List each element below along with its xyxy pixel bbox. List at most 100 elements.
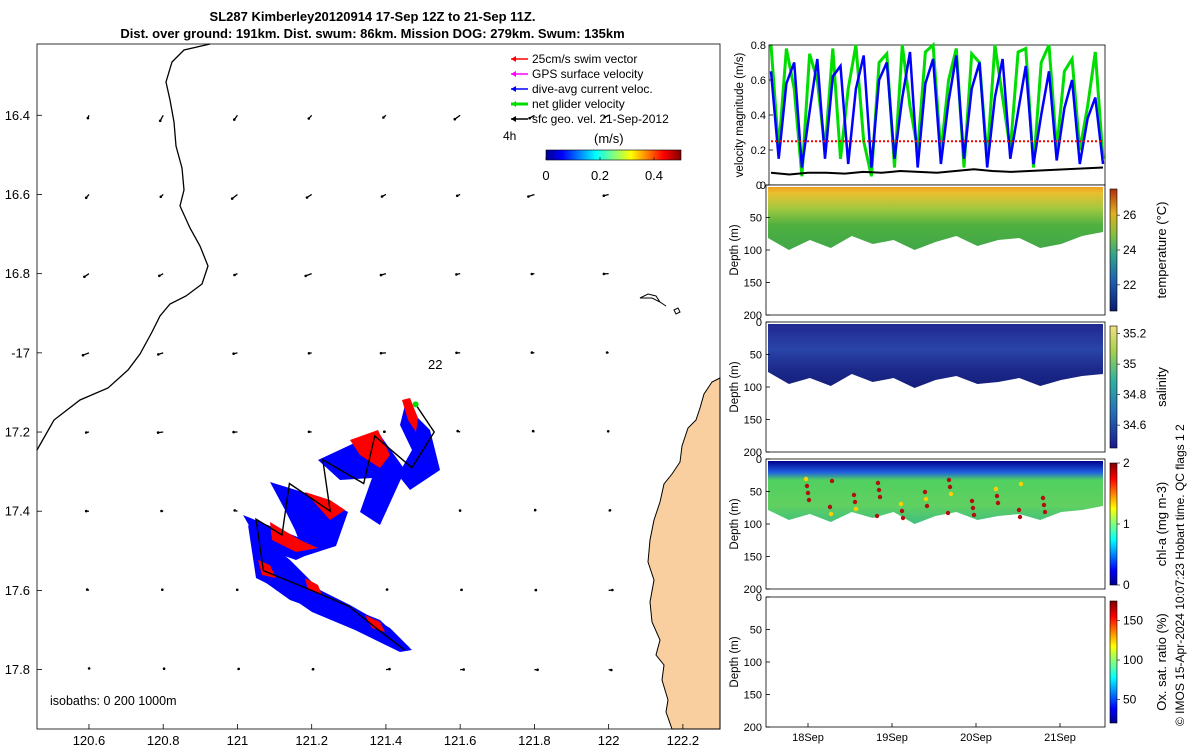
depth-tick-label: 0 [756,454,762,466]
velocity-y-tick-label: 0.6 [751,75,766,87]
geo-velocity-arrowhead [161,588,164,591]
geo-velocity-arrowhead [453,117,457,121]
chl-high-value-dot [993,486,999,492]
geo-velocity-arrowhead [382,116,385,119]
legend-arrowhead [511,86,516,92]
depth-tick-label: 150 [744,278,762,290]
geo-velocity-arrowhead [162,667,166,670]
map-x-tick-label: 120.6 [73,733,106,748]
chl-high-value-dot [803,476,809,482]
colorbar-tick-label: 24 [1123,243,1137,257]
colorbar-tick-label: 0.4 [645,168,663,183]
isobaths-note: isobaths: 0 200 1000m [50,694,176,708]
velocity-series-line [769,51,1105,168]
depth-tick-label: 0 [756,180,762,192]
geo-velocity-arrowhead [84,431,88,434]
geo-velocity-arrowhead [304,274,308,278]
depth-axis-label: Depth (m) [729,636,741,687]
map-panel: 120.6 120.8 121 121.2 121.4 121.6 121.8 122 122.… [5,43,721,748]
chl-high-value-dot [1042,509,1048,515]
chl-high-value-dot [946,477,952,483]
colorbar-title: chl-a (mg m-3) [1154,482,1169,567]
profile-data-region [768,324,1103,388]
chl-high-value-dot [947,484,953,490]
map-x-tick-label: 121.8 [518,733,551,748]
isobath-line [36,43,211,451]
chl-high-value-dot [1017,514,1023,520]
map-axis [36,43,721,730]
legend-arrowhead [511,56,516,62]
colorbar-tick-label: 35.2 [1123,327,1147,341]
geo-velocity-arrowhead [530,272,534,276]
credit-text: © IMOS 15-Apr-2024 10:07:23 Hobart time.… [1173,424,1187,726]
map-y-tick-label: 17.4 [5,504,30,519]
depth-tick-label: 150 [744,690,762,702]
colorbar-tick-label: 50 [1123,692,1137,706]
colorbar-title: Ox. sat. ratio (%) [1154,613,1169,711]
geo-velocity-arrowhead [462,668,466,671]
geo-velocity-arrowhead [527,195,530,198]
geo-velocity-arrowhead [158,119,162,123]
colorbar-tick-label: 150 [1123,614,1143,628]
map-y-tick-label: -17 [11,345,30,360]
depth-tick-label: 100 [744,519,762,531]
depth-tick-label: 0 [756,317,762,329]
chl-high-value-dot [900,515,906,521]
chl-high-value-dot [923,496,929,502]
profile-panel: 0 50 100 150 200 Depth (m) 0 1 2 chl-a (mg m-3) [729,454,1169,596]
velocity-y-tick-label: 0 [760,180,766,192]
geo-velocity-arrowhead [385,588,389,591]
time-tick-label: 20Sep [960,732,992,744]
geo-velocity-arrowhead [233,273,236,277]
geo-velocity-arrowhead [536,668,539,672]
geo-velocity-arrowhead [86,116,90,120]
geo-velocity-arrowhead [85,588,89,591]
geo-velocity-arrowhead [84,196,88,200]
chl-high-value-dot [970,505,976,511]
map-x-tick-label: 120.8 [147,733,180,748]
geo-velocity-arrowhead [380,195,384,198]
chl-high-value-dot [899,508,905,514]
velocity-panel: 0 0.2 0.4 0.6 0.8 velocity magnitude (m/s) [734,40,1106,192]
map-colorbar-ticks: 0 0.2 0.4 [542,157,663,183]
depth-tick-label: 100 [744,657,762,669]
geo-velocity-arrowhead [233,118,236,121]
track-blue-band [270,482,348,556]
chl-high-value-dot [877,494,883,500]
depth-tick-label: 50 [750,625,762,637]
depth-tick-label: 100 [744,382,762,394]
colorbar-tick-label: 0 [1123,578,1130,592]
time-tick-label: 21Sep [1044,732,1076,744]
geo-velocity-arrowhead [235,588,239,592]
chl-high-value-dot [829,478,835,484]
geo-velocity-arrowhead [159,195,163,199]
profile-colorbar [1109,462,1118,586]
chl-high-value-dot [874,513,880,519]
depth-tick-label: 200 [744,310,762,322]
map-colorbar-unit: (m/s) [594,131,624,146]
geo-velocity-arrowhead [455,351,458,355]
geo-velocity-arrowhead [531,429,535,433]
colorbar-tick-label: 35 [1123,357,1137,371]
chl-high-value-dot [1016,507,1022,513]
profile-panel: 0 50 100 150 200 Depth (m) 50 100 150 Ox. sat. ra… [729,592,1169,734]
colorbar-tick-label: 0.2 [591,168,609,183]
profile-panel: 0 50 100 150 200 Depth (m) 34.6 34.8 35 35.2 salin… [729,317,1169,459]
colorbar-tick-label: 26 [1123,208,1137,222]
geo-velocity-arrowhead [83,275,86,279]
chl-high-value-dot [851,492,857,498]
chl-high-value-dot [1018,481,1024,487]
time-scale-label: 4h [503,129,516,143]
geo-velocity-arrowhead [603,115,606,119]
geo-velocity-arrowhead [84,509,88,513]
chl-high-value-dot [924,503,930,509]
chl-high-value-dot [898,501,904,507]
time-tick-label: 18Sep [792,732,824,744]
profile-data-region [768,461,1103,524]
colorbar-title: temperature (°C) [1154,202,1169,299]
track-red-patch [350,430,390,468]
geo-velocity-arrowhead [455,194,459,198]
geo-velocity-arrowhead [388,667,391,671]
